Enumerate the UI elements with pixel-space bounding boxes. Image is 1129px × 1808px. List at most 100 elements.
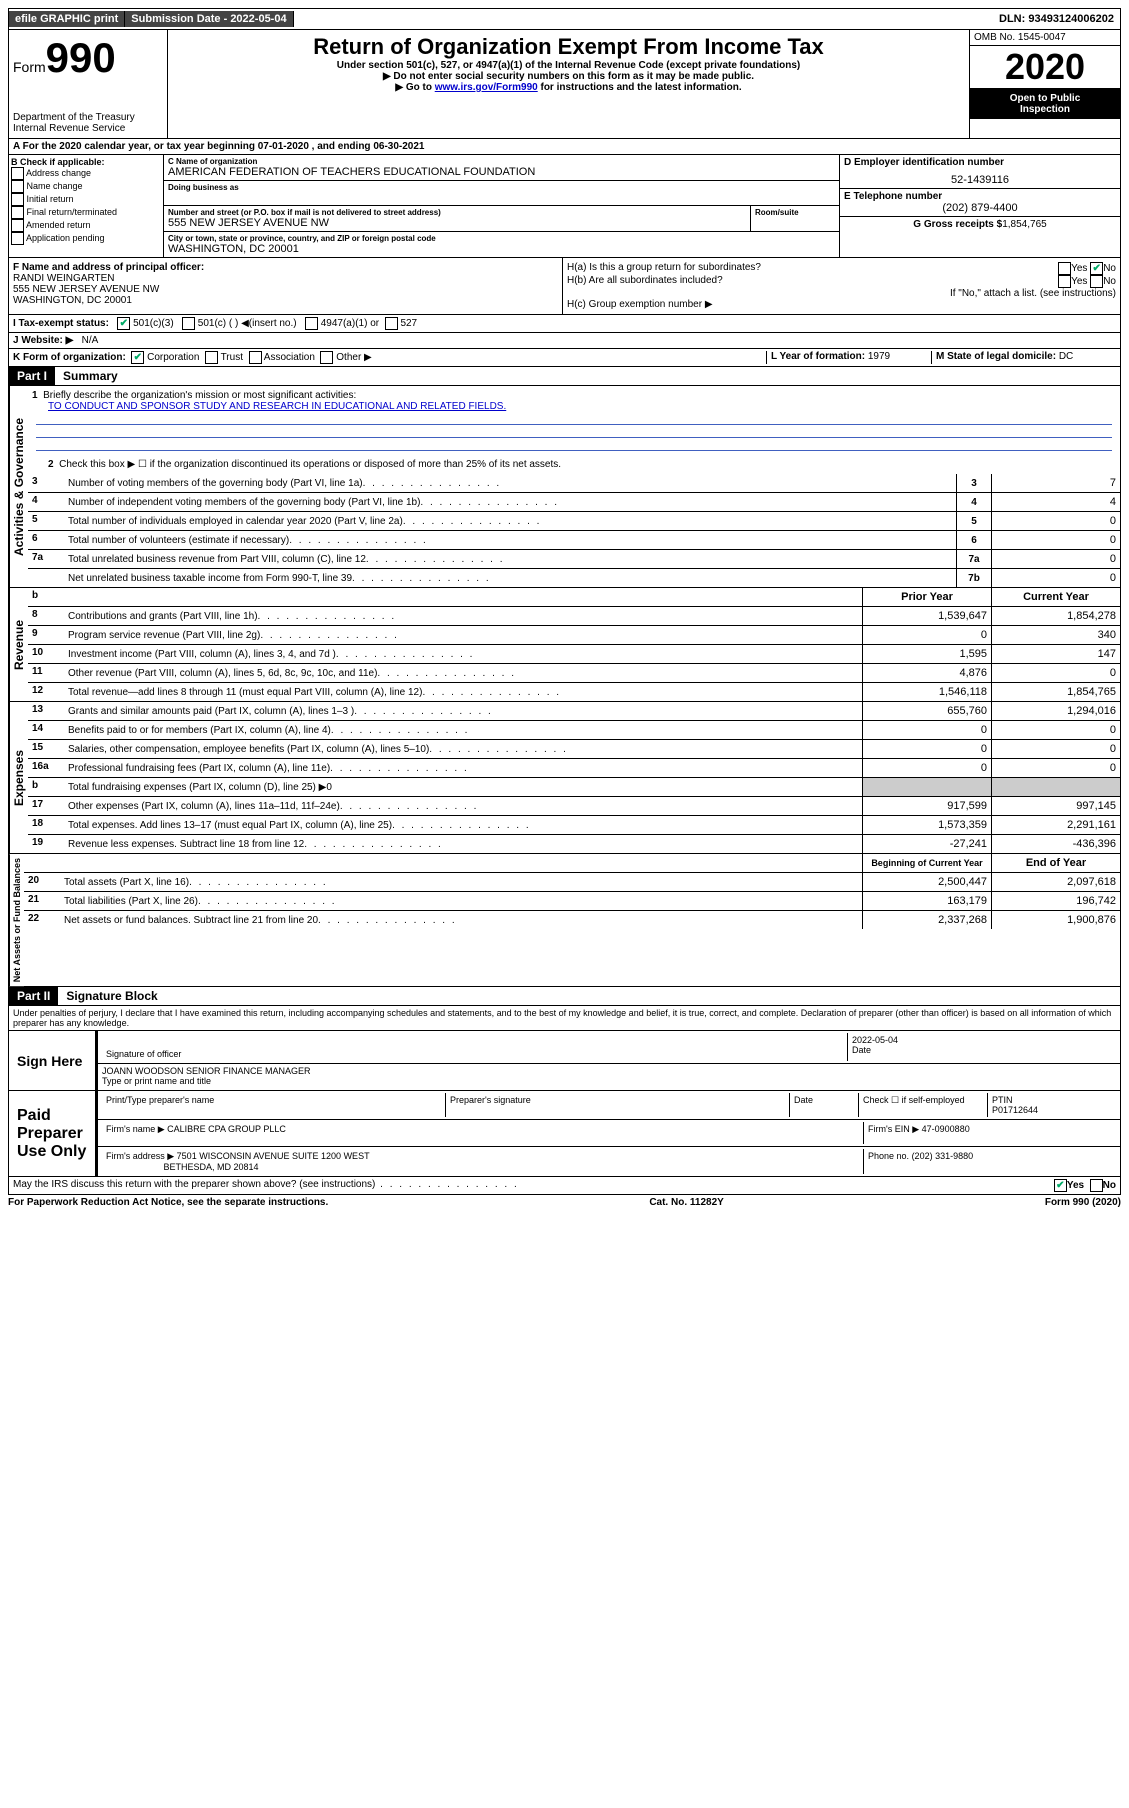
section-b-option[interactable]: Final return/terminated xyxy=(11,206,161,219)
dept-treasury: Department of the Treasury xyxy=(13,112,163,123)
data-row: 12Total revenue—add lines 8 through 11 (… xyxy=(28,683,1120,701)
data-row: 22Net assets or fund balances. Subtract … xyxy=(24,911,1120,929)
summary-line: 3Number of voting members of the governi… xyxy=(28,474,1120,493)
efile-print-button[interactable]: efile GRAPHIC print xyxy=(9,11,125,27)
org-address: 555 NEW JERSEY AVENUE NW xyxy=(168,217,746,229)
h-c-label: H(c) Group exemption number ▶ xyxy=(567,299,1116,310)
paperwork-notice: For Paperwork Reduction Act Notice, see … xyxy=(8,1197,328,1208)
line-i: I Tax-exempt status: 501(c)(3) 501(c) ( … xyxy=(8,315,1121,333)
h-b-note: If "No," attach a list. (see instruction… xyxy=(567,288,1116,299)
data-row: 13Grants and similar amounts paid (Part … xyxy=(28,702,1120,721)
ptin-label: PTIN xyxy=(992,1095,1013,1105)
data-row: 18Total expenses. Add lines 13–17 (must … xyxy=(28,816,1120,835)
cat-no: Cat. No. 11282Y xyxy=(649,1197,723,1208)
section-b-option[interactable]: Name change xyxy=(11,180,161,193)
gross-label: G Gross receipts $ xyxy=(913,219,1002,230)
domicile-label: M State of legal domicile: xyxy=(936,351,1056,362)
subtitle-2: ▶ Do not enter social security numbers o… xyxy=(172,71,965,82)
assoc-checkbox[interactable] xyxy=(249,351,262,364)
omb-number: OMB No. 1545-0047 xyxy=(970,30,1120,46)
section-de: D Employer identification number 52-1439… xyxy=(839,155,1120,257)
org-name: AMERICAN FEDERATION OF TEACHERS EDUCATIO… xyxy=(168,166,835,178)
summary-line: 5Total number of individuals employed in… xyxy=(28,512,1120,531)
part-i-label: Part I xyxy=(9,367,55,385)
phone-label: E Telephone number xyxy=(844,191,1116,202)
line-j: J Website: ▶ N/A xyxy=(8,333,1121,349)
sign-date: 2022-05-04 xyxy=(852,1035,1112,1045)
expenses-section: Expenses 13Grants and similar amounts pa… xyxy=(8,702,1121,854)
4947-checkbox[interactable] xyxy=(305,317,318,330)
line-klm: K Form of organization: Corporation Trus… xyxy=(8,349,1121,367)
preparer-date-label: Date xyxy=(790,1093,859,1117)
section-b-title: B Check if applicable: xyxy=(11,157,161,167)
discuss-row: May the IRS discuss this return with the… xyxy=(8,1177,1121,1195)
officer-name: RANDI WEINGARTEN xyxy=(13,273,115,284)
form-label: Form xyxy=(13,59,46,75)
officer-label: F Name and address of principal officer: xyxy=(13,262,204,273)
section-c: C Name of organization AMERICAN FEDERATI… xyxy=(164,155,839,257)
officer-addr: 555 NEW JERSEY AVENUE NW xyxy=(13,284,159,295)
summary-line: 6Total number of volunteers (estimate if… xyxy=(28,531,1120,550)
vlabel-netassets: Net Assets or Fund Balances xyxy=(9,854,24,986)
vlabel-governance: Activities & Governance xyxy=(9,386,28,587)
section-b: B Check if applicable: Address change Na… xyxy=(9,155,164,257)
data-row: 9Program service revenue (Part VIII, lin… xyxy=(28,626,1120,645)
dba-label: Doing business as xyxy=(168,183,835,192)
current-year-header: Current Year xyxy=(991,588,1120,606)
year-formation: 1979 xyxy=(868,351,890,362)
form-990-ref: Form 990 (2020) xyxy=(1045,1197,1121,1208)
trust-checkbox[interactable] xyxy=(205,351,218,364)
firm-ein: 47-0900880 xyxy=(922,1124,970,1134)
signer-name-label: Type or print name and title xyxy=(102,1076,1116,1086)
perjury-statement: Under penalties of perjury, I declare th… xyxy=(8,1006,1121,1031)
ha-no-checkbox[interactable] xyxy=(1090,262,1103,275)
subtitle-1: Under section 501(c), 527, or 4947(a)(1)… xyxy=(172,60,965,71)
phone: (202) 879-4400 xyxy=(844,202,1116,214)
form-org-label: K Form of organization: xyxy=(13,352,126,363)
ha-yes-checkbox[interactable] xyxy=(1058,262,1071,275)
org-city: WASHINGTON, DC 20001 xyxy=(168,243,835,255)
city-label: City or town, state or province, country… xyxy=(168,234,835,243)
corp-checkbox[interactable] xyxy=(131,351,144,364)
527-checkbox[interactable] xyxy=(385,317,398,330)
ptin: P01712644 xyxy=(992,1105,1038,1115)
website-label: J Website: ▶ xyxy=(13,335,73,346)
part-ii-header: Part II Signature Block xyxy=(8,987,1121,1006)
hb-yes-checkbox[interactable] xyxy=(1058,275,1071,288)
section-b-option[interactable]: Application pending xyxy=(11,232,161,245)
firm-addr: 7501 WISCONSIN AVENUE SUITE 1200 WEST xyxy=(177,1151,370,1161)
revenue-section: Revenue b Prior Year Current Year 8Contr… xyxy=(8,588,1121,702)
501c-checkbox[interactable] xyxy=(182,317,195,330)
other-checkbox[interactable] xyxy=(320,351,333,364)
sign-here-section: Sign Here Signature of officer 2022-05-0… xyxy=(8,1031,1121,1091)
topbar: efile GRAPHIC print Submission Date - 20… xyxy=(8,8,1121,30)
section-b-option[interactable]: Amended return xyxy=(11,219,161,232)
data-row: 10Investment income (Part VIII, column (… xyxy=(28,645,1120,664)
date-label: Date xyxy=(852,1045,1112,1055)
summary-line: Net unrelated business taxable income fr… xyxy=(28,569,1120,587)
data-row: 8Contributions and grants (Part VIII, li… xyxy=(28,607,1120,626)
data-row: 21Total liabilities (Part X, line 26)163… xyxy=(24,892,1120,911)
website-value: N/A xyxy=(82,335,99,346)
section-b-option[interactable]: Initial return xyxy=(11,193,161,206)
part-i-title: Summary xyxy=(55,369,118,383)
subtitle-3-post: for instructions and the latest informat… xyxy=(538,82,742,93)
q2-label: Check this box ▶ ☐ if the organization d… xyxy=(59,459,561,470)
discuss-no-checkbox[interactable] xyxy=(1090,1179,1103,1192)
discuss-yes-checkbox[interactable] xyxy=(1054,1179,1067,1192)
page-footer: For Paperwork Reduction Act Notice, see … xyxy=(8,1195,1121,1210)
501c3-checkbox[interactable] xyxy=(117,317,130,330)
hb-no-checkbox[interactable] xyxy=(1090,275,1103,288)
firm-name-label: Firm's name ▶ xyxy=(106,1124,165,1134)
mission-text: TO CONDUCT AND SPONSOR STUDY AND RESEARC… xyxy=(48,401,506,412)
section-b-option[interactable]: Address change xyxy=(11,167,161,180)
data-row: 20Total assets (Part X, line 16)2,500,44… xyxy=(24,873,1120,892)
summary-line: 7aTotal unrelated business revenue from … xyxy=(28,550,1120,569)
irs-link[interactable]: www.irs.gov/Form990 xyxy=(435,82,538,93)
open-public-1: Open to Public xyxy=(1010,93,1081,104)
org-name-label: C Name of organization xyxy=(168,157,835,166)
tax-year: 2020 xyxy=(970,46,1120,89)
begin-year-header: Beginning of Current Year xyxy=(862,854,991,872)
data-row: 17Other expenses (Part IX, column (A), l… xyxy=(28,797,1120,816)
sign-here-label: Sign Here xyxy=(9,1031,95,1090)
